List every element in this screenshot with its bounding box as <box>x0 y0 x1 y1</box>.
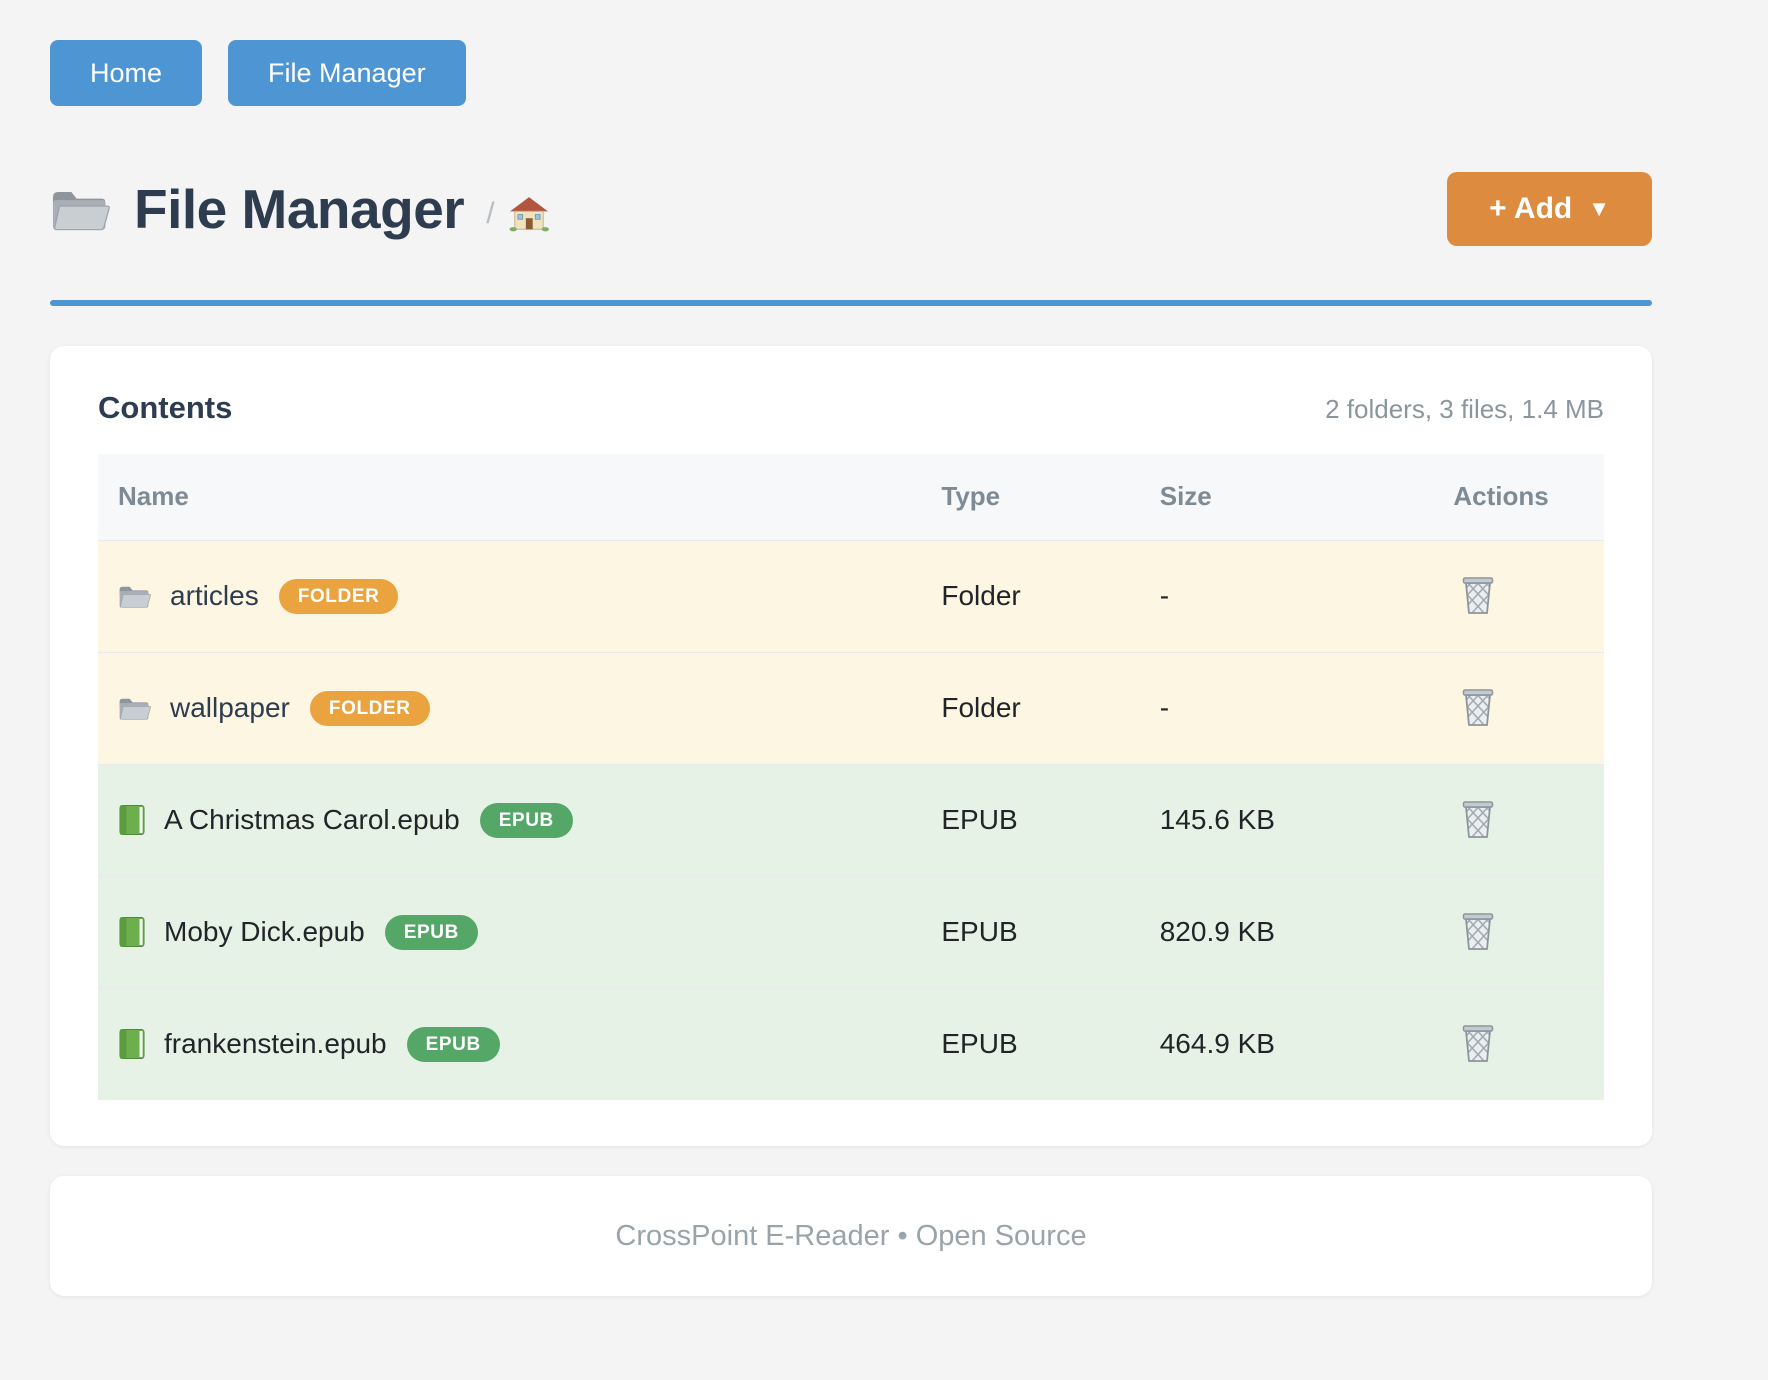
file-size: 820.9 KB <box>1159 875 1454 988</box>
table-row-moby-dick[interactable]: Moby Dick.epub EPUB EPUB 820.9 KB <box>98 875 1604 988</box>
delete-button[interactable] <box>1455 1018 1501 1068</box>
file-type: EPUB <box>941 763 1160 876</box>
page-header: File Manager / + Add ▼ <box>50 172 1652 246</box>
table-row-christmas-carol[interactable]: A Christmas Carol.epub EPUB EPUB 145.6 K… <box>98 763 1604 876</box>
folder-icon <box>119 698 151 720</box>
contents-summary: 2 folders, 3 files, 1.4 MB <box>1325 394 1604 424</box>
file-type: Folder <box>941 651 1160 764</box>
contents-card-header: Contents 2 folders, 3 files, 1.4 MB <box>98 390 1604 426</box>
breadcrumb-separator: / <box>486 197 495 230</box>
trash-icon <box>1459 910 1497 952</box>
caret-down-icon: ▼ <box>1588 196 1610 221</box>
delete-button[interactable] <box>1455 682 1501 732</box>
file-size: - <box>1159 539 1454 652</box>
add-button[interactable]: + Add ▼ <box>1447 172 1652 246</box>
file-type: Folder <box>941 539 1160 652</box>
file-name[interactable]: frankenstein.epub <box>164 1028 387 1060</box>
column-header-size: Size <box>1159 454 1454 540</box>
green-book-icon <box>119 1029 145 1060</box>
green-book-icon <box>119 805 145 835</box>
file-name[interactable]: articles <box>170 580 259 611</box>
column-header-actions: Actions <box>1453 454 1604 540</box>
page-title: File Manager <box>134 178 465 240</box>
nav-file-manager-button[interactable]: File Manager <box>228 40 466 106</box>
home-icon[interactable] <box>508 195 549 233</box>
page-container: Home File Manager File Manager / + Add ▼… <box>50 0 1652 1296</box>
table-row-frankenstein[interactable]: frankenstein.epub EPUB EPUB 464.9 KB <box>98 987 1604 1100</box>
file-size: 464.9 KB <box>1159 987 1454 1100</box>
epub-badge: EPUB <box>479 802 573 838</box>
nav-home-button[interactable]: Home <box>50 40 203 106</box>
trash-icon <box>1459 574 1497 616</box>
folder-badge: FOLDER <box>309 690 430 726</box>
file-size: - <box>1159 651 1454 764</box>
epub-badge: EPUB <box>384 914 478 950</box>
file-type: EPUB <box>941 875 1160 988</box>
title-group: File Manager / <box>50 177 549 241</box>
file-name[interactable]: wallpaper <box>170 692 290 723</box>
epub-badge: EPUB <box>406 1026 500 1062</box>
contents-card: Contents 2 folders, 3 files, 1.4 MB Name… <box>50 346 1652 1146</box>
table-row-wallpaper[interactable]: wallpaper FOLDER Folder - <box>98 651 1604 764</box>
title-divider <box>50 300 1652 306</box>
trash-icon <box>1459 1022 1497 1064</box>
table-row-articles[interactable]: articles FOLDER Folder - <box>98 539 1604 652</box>
top-nav: Home File Manager <box>50 40 1652 106</box>
delete-button[interactable] <box>1455 794 1501 844</box>
file-size: 145.6 KB <box>1159 763 1454 876</box>
file-type: EPUB <box>941 987 1160 1100</box>
contents-title: Contents <box>98 390 233 425</box>
delete-button[interactable] <box>1455 906 1501 956</box>
add-button-label: + Add <box>1489 192 1573 225</box>
delete-button[interactable] <box>1455 570 1501 620</box>
file-table: Name Type Size Actions articles FOLDER F… <box>98 454 1604 1100</box>
green-book-icon <box>119 917 145 947</box>
file-name[interactable]: A Christmas Carol.epub <box>164 804 460 835</box>
trash-icon <box>1459 798 1497 840</box>
footer-card: CrossPoint E-Reader • Open Source <box>50 1176 1652 1296</box>
table-header-row: Name Type Size Actions <box>98 454 1604 540</box>
footer-text: CrossPoint E-Reader • Open Source <box>615 1219 1087 1252</box>
folder-badge: FOLDER <box>278 578 399 614</box>
column-header-type: Type <box>941 454 1160 540</box>
folder-icon <box>119 586 151 608</box>
column-header-name: Name <box>98 454 942 540</box>
file-name[interactable]: Moby Dick.epub <box>164 916 365 947</box>
trash-icon <box>1459 686 1497 728</box>
open-folder-icon <box>52 191 110 231</box>
